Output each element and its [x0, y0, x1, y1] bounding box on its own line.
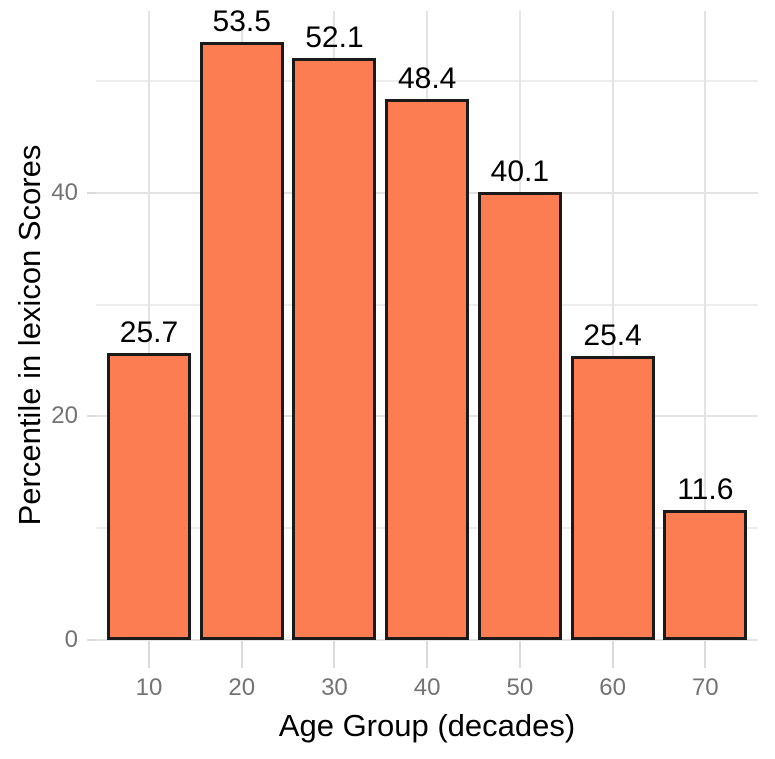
- gridline-major-x: [611, 11, 614, 640]
- gridline-major-x: [148, 11, 150, 640]
- bar-value-label: 25.7: [119, 315, 179, 349]
- bar-value-label: 25.4: [583, 319, 642, 353]
- x-tick-label: 30: [321, 674, 348, 701]
- bar: [663, 510, 748, 640]
- bar-value-label: 52.1: [305, 20, 364, 54]
- x-tick-mark: [148, 641, 150, 668]
- bar: [199, 42, 284, 640]
- x-tick-label: 50: [506, 674, 534, 701]
- x-tick-mark: [611, 641, 614, 668]
- x-tick-label: 60: [599, 674, 626, 701]
- bar-value-label: 53.5: [212, 5, 271, 39]
- gridline-major-y: [96, 639, 758, 641]
- bar-value-label: 40.1: [490, 154, 550, 188]
- y-tick-label: 0: [64, 626, 78, 653]
- x-tick-mark: [333, 641, 336, 668]
- y-tick-mark: [87, 639, 96, 641]
- x-tick-label: 40: [413, 674, 441, 701]
- bar: [107, 352, 191, 640]
- plot-panel: 25.7 53.5 52.1 48.4 40.1 25.4 11.6: [96, 6, 758, 641]
- bar: [477, 191, 562, 640]
- x-tick-label: 10: [135, 674, 163, 701]
- x-tick-mark: [240, 641, 243, 668]
- x-tick-label: 20: [228, 674, 256, 701]
- x-tick-label: 70: [691, 674, 719, 701]
- gridline-major-x: [704, 11, 707, 640]
- x-axis-title: Age Group (decades): [278, 708, 576, 743]
- x-tick-mark: [704, 641, 707, 668]
- bar-value-label: 48.4: [397, 62, 457, 96]
- y-tick-label: 40: [51, 178, 78, 206]
- bar: [385, 99, 470, 640]
- bar: [292, 57, 377, 640]
- bar-value-label: 11.6: [677, 473, 734, 507]
- x-tick-mark: [426, 641, 429, 668]
- y-tick-label: 20: [51, 402, 78, 430]
- x-tick-mark: [518, 641, 521, 668]
- bar: [570, 356, 655, 640]
- y-tick-mark: [87, 191, 96, 194]
- y-axis-title: Percentile in lexicon Scores: [12, 144, 47, 526]
- y-tick-mark: [87, 415, 96, 418]
